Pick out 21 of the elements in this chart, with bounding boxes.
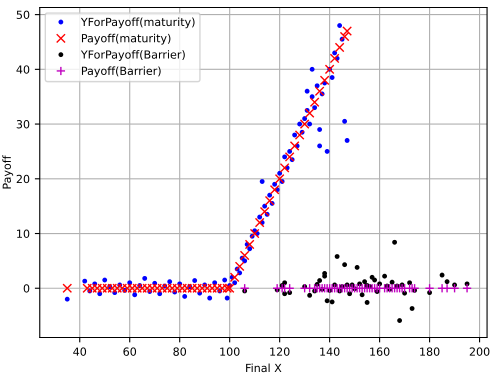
legend-label: YForPayoff(maturity) [80,18,195,28]
x-tick-label: 100 [220,347,240,356]
x-tick-label: 180 [420,347,440,356]
x-tick-label: 200 [470,347,490,356]
x-tick-label: 40 [73,347,86,356]
y-tick-label: 30 [16,120,30,128]
y-tick-label: 20 [16,174,30,184]
y-tick-label: 10 [17,229,30,238]
y-tick-label: 50 [16,10,30,19]
x-tick-label: 80 [173,347,186,356]
y-tick-label: 40 [16,65,30,74]
x-axis-title: Final X [246,364,282,372]
y-tick-label: 0 [24,284,30,293]
y-axis-title: Payoff [2,155,14,189]
legend-label: Payoff(Barrier) [82,66,161,78]
x-tick-label: 60 [123,347,136,356]
legend-label: YForPayoff(Barrier) [80,50,185,61]
x-tick-label: 140 [320,347,340,356]
x-tick-label: 160 [370,347,390,356]
x-tick-label: 120 [270,347,290,356]
legend-label: Payoff(maturity) [82,34,170,45]
